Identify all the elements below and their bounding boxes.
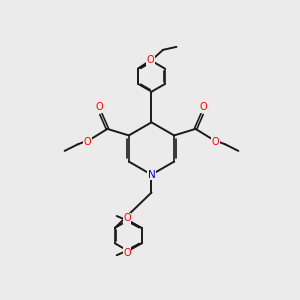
Text: O: O bbox=[96, 103, 103, 112]
Text: O: O bbox=[123, 213, 130, 224]
Text: N: N bbox=[148, 170, 155, 180]
Text: O: O bbox=[147, 55, 154, 65]
Text: O: O bbox=[123, 248, 130, 258]
Text: O: O bbox=[212, 137, 220, 147]
Text: O: O bbox=[200, 103, 207, 112]
Text: O: O bbox=[83, 137, 91, 147]
